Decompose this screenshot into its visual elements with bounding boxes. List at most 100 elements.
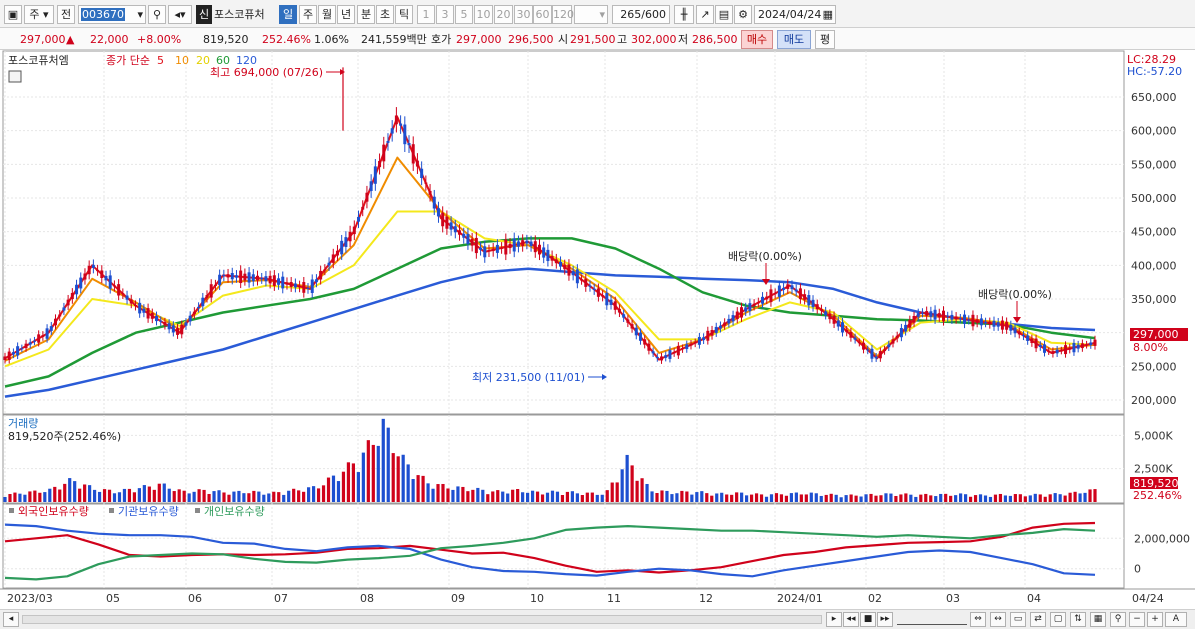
- period-second-button[interactable]: 초: [376, 5, 394, 24]
- candle-body: [925, 311, 929, 316]
- chart-scrollbar[interactable]: [22, 615, 822, 624]
- volume-bar: [247, 493, 251, 502]
- low-price: 286,500: [692, 33, 738, 46]
- search-icon[interactable]: ⚲: [148, 5, 166, 24]
- save-icon[interactable]: ▤: [715, 5, 733, 24]
- volume-bar: [924, 493, 928, 502]
- date-input[interactable]: 2024/04/24 ▦: [754, 5, 836, 24]
- window-icon[interactable]: ▭: [1010, 612, 1026, 627]
- draw-tool-icon[interactable]: ↗: [696, 5, 714, 24]
- candle-body: [735, 311, 739, 320]
- candle-body: [331, 254, 335, 263]
- candle-body: [466, 233, 470, 245]
- period-tick-button[interactable]: 틱: [395, 5, 413, 24]
- ma5-legend: 5: [157, 54, 164, 67]
- candle-body: [277, 278, 281, 285]
- candle-body: [222, 274, 226, 277]
- jump-first-icon[interactable]: ◂◂: [843, 612, 859, 627]
- volume-bar: [102, 489, 107, 502]
- mode-prev-button[interactable]: 전: [57, 5, 75, 24]
- expand-icon[interactable]: ↔: [990, 612, 1006, 627]
- box-icon[interactable]: ▢: [1050, 612, 1066, 627]
- count-input[interactable]: 265/600: [612, 5, 670, 24]
- volume-bar: [1013, 494, 1017, 502]
- candle-body: [508, 243, 512, 249]
- volume-bar: [237, 490, 241, 502]
- mode-main-select[interactable]: 주 ▾: [24, 5, 54, 24]
- jump-last-icon[interactable]: ▸▸: [877, 612, 893, 627]
- interval-30-button[interactable]: 30: [514, 5, 533, 24]
- volume-bar: [1008, 495, 1012, 502]
- compare-icon[interactable]: ⇄: [1030, 612, 1046, 627]
- candle-body: [479, 247, 483, 250]
- time-tick-label: 04/24: [1132, 592, 1164, 605]
- zoom-out-icon[interactable]: −: [1129, 612, 1145, 627]
- volume-bar: [1043, 496, 1047, 502]
- gear-icon[interactable]: ⚙: [734, 5, 752, 24]
- candle-type-icon[interactable]: ╫: [674, 5, 694, 24]
- stock-code-input[interactable]: 003670 ▾: [78, 5, 146, 24]
- period-week-button[interactable]: 주: [299, 5, 317, 24]
- candle-body: [306, 287, 310, 289]
- table-toggle-icon[interactable]: [8, 70, 22, 83]
- volume-bar: [620, 469, 624, 502]
- swap-icon[interactable]: ⇅: [1070, 612, 1086, 627]
- volume-bar: [142, 485, 146, 502]
- ma20-legend: 20: [196, 54, 210, 67]
- candle-body: [824, 311, 828, 316]
- candle-body: [1017, 331, 1021, 335]
- candle-body: [697, 336, 701, 345]
- volume-bar: [680, 490, 684, 502]
- sell-button[interactable]: 매도: [777, 30, 811, 49]
- volume-bar: [1073, 491, 1077, 502]
- candle-body: [407, 143, 411, 146]
- volume-bar: [177, 489, 181, 502]
- interval-10-button[interactable]: 10: [474, 5, 493, 24]
- candle-body: [681, 348, 685, 350]
- layout-icon[interactable]: ▣: [4, 5, 22, 24]
- period-month-button[interactable]: 월: [318, 5, 336, 24]
- candle-body: [394, 115, 398, 125]
- interval-20-button[interactable]: 20: [494, 5, 513, 24]
- interval-60-button[interactable]: 60: [533, 5, 552, 24]
- period-year-button[interactable]: 년: [337, 5, 355, 24]
- fit-icon[interactable]: ⇔: [970, 612, 986, 627]
- speaker-icon[interactable]: ◂▾: [168, 5, 192, 24]
- interval-120-button[interactable]: 120: [552, 5, 574, 24]
- scroll-left-icon[interactable]: ◂: [3, 612, 19, 627]
- candle-body: [66, 299, 70, 306]
- volume-bar: [526, 492, 530, 502]
- average-button[interactable]: 평: [815, 30, 835, 49]
- candle-body: [744, 307, 748, 312]
- volume-bar: [292, 488, 296, 502]
- stock-chart[interactable]: 650,000 600,000 550,000 500,000 450,000 400,0…: [0, 50, 1195, 609]
- interval-5-button[interactable]: 5: [455, 5, 473, 24]
- volume-bar: [287, 490, 291, 502]
- interval-custom-select[interactable]: ▾: [574, 5, 608, 24]
- zoom-search-icon[interactable]: ⚲: [1110, 612, 1126, 627]
- volume-bar: [919, 494, 923, 502]
- candle-body: [815, 304, 819, 310]
- candle-body: [205, 295, 209, 298]
- scroll-right-icon[interactable]: ▸: [826, 612, 842, 627]
- volume-bar: [829, 493, 833, 502]
- candle-body: [382, 144, 386, 162]
- dividend-annotation-1: 배당락(0.00%): [728, 250, 802, 263]
- font-size-icon[interactable]: A: [1165, 612, 1187, 627]
- volume-bar: [794, 492, 798, 502]
- stop-icon[interactable]: ■: [860, 612, 876, 627]
- period-day-button[interactable]: 일: [279, 5, 297, 24]
- high-label: 고: [617, 33, 628, 46]
- volume-bar: [63, 483, 67, 502]
- interval-3-button[interactable]: 3: [436, 5, 454, 24]
- interval-1-button[interactable]: 1: [417, 5, 435, 24]
- candle-body: [933, 309, 937, 320]
- candle-body: [462, 233, 466, 238]
- zoom-in-icon[interactable]: +: [1147, 612, 1163, 627]
- grid-icon[interactable]: ▦: [1090, 612, 1106, 627]
- volume-bar: [307, 487, 311, 502]
- buy-button[interactable]: 매수: [741, 30, 773, 49]
- volume-bar: [690, 494, 694, 502]
- period-minute-button[interactable]: 분: [357, 5, 375, 24]
- zoom-slider[interactable]: [897, 614, 967, 625]
